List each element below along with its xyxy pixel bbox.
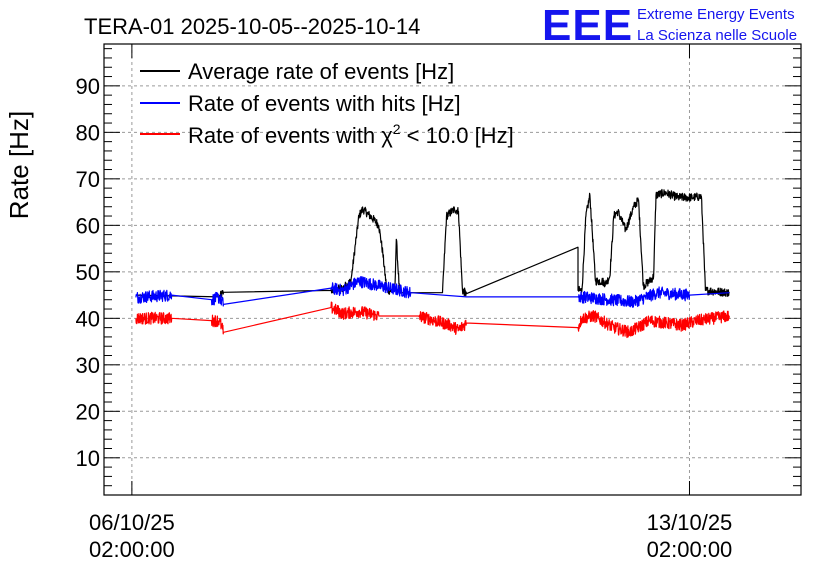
x-tick-label-date: 06/10/25 [89, 510, 175, 535]
series-line-2 [135, 301, 730, 339]
y-tick-label: 40 [76, 306, 100, 331]
plot-frame [103, 43, 802, 496]
y-tick-label: 50 [76, 260, 100, 285]
legend-label-chi-sup: 2 [393, 121, 401, 137]
eee-logo-line2: La Scienza nelle Scuole [637, 27, 797, 44]
y-tick-label: 80 [76, 120, 100, 145]
y-tick-label: 60 [76, 213, 100, 238]
legend-label-avg: Average rate of events [Hz] [188, 59, 454, 84]
x-tick-label-date: 13/10/25 [647, 510, 733, 535]
axis-ticks [104, 44, 801, 495]
legend-label-hits: Rate of events with hits [Hz] [188, 91, 461, 116]
legend-label-chi: Rate of events with χ2 < 10.0 [Hz] [188, 121, 514, 148]
y-tick-label: 30 [76, 353, 100, 378]
legend-label-chi-suffix: < 10.0 [Hz] [401, 123, 514, 148]
y-tick-label: 10 [76, 446, 100, 471]
y-tick-label: 90 [76, 74, 100, 99]
legend: Average rate of events [Hz] Rate of even… [140, 59, 514, 148]
legend-label-chi-prefix: Rate of events with χ [188, 123, 393, 148]
x-tick-label-time: 02:00:00 [647, 537, 733, 562]
eee-logo-line1: Extreme Energy Events [637, 6, 795, 23]
chart-title: TERA-01 2025-10-05--2025-10-14 [84, 14, 420, 39]
x-tick-label-time: 02:00:00 [89, 537, 175, 562]
series-line-0 [135, 188, 730, 299]
eee-logo: EEE Extreme Energy Events La Scienza nel… [542, 1, 797, 50]
y-tick-label: 70 [76, 167, 100, 192]
y-axis-label: Rate [Hz] [4, 111, 34, 219]
y-tick-labels: 10 20 30 40 50 60 70 80 90 [76, 74, 100, 471]
eee-logo-mark: EEE [542, 1, 633, 50]
y-tick-label: 20 [76, 399, 100, 424]
series-group [135, 188, 730, 339]
series-line-1 [135, 276, 730, 308]
